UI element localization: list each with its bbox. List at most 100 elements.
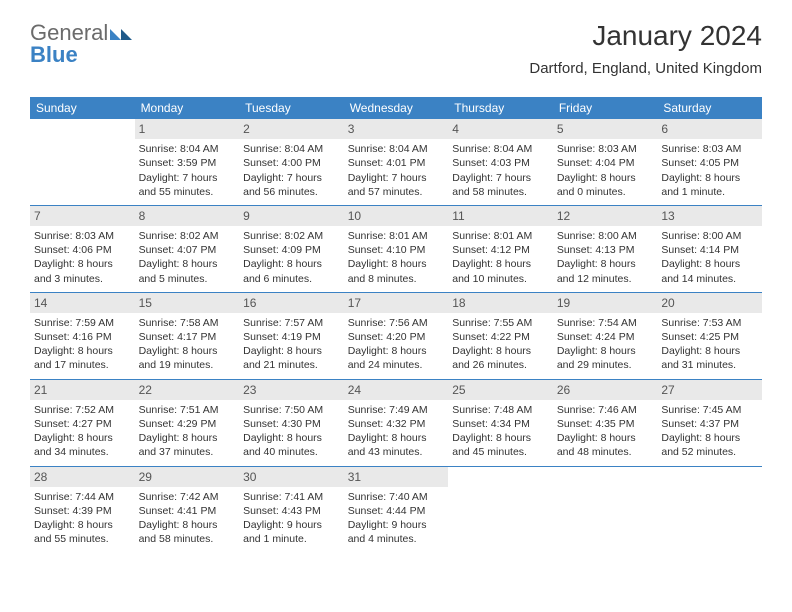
sunrise-text: Sunrise: 7:46 AM — [557, 403, 654, 417]
sunset-text: Sunset: 4:25 PM — [661, 330, 758, 344]
calendar-cell: 29Sunrise: 7:42 AMSunset: 4:41 PMDayligh… — [135, 466, 240, 552]
calendar-row: 28Sunrise: 7:44 AMSunset: 4:39 PMDayligh… — [30, 466, 762, 552]
day-number: 1 — [135, 119, 240, 139]
title-block: January 2024 Dartford, England, United K… — [529, 20, 762, 77]
sunset-text: Sunset: 4:39 PM — [34, 504, 131, 518]
calendar-cell: 3Sunrise: 8:04 AMSunset: 4:01 PMDaylight… — [344, 119, 449, 205]
day-number: 23 — [239, 380, 344, 400]
sunset-text: Sunset: 4:34 PM — [452, 417, 549, 431]
weekday-header: Wednesday — [344, 97, 449, 119]
calendar-cell: 26Sunrise: 7:46 AMSunset: 4:35 PMDayligh… — [553, 379, 658, 466]
sunset-text: Sunset: 4:13 PM — [557, 243, 654, 257]
calendar-row: 1Sunrise: 8:04 AMSunset: 3:59 PMDaylight… — [30, 119, 762, 205]
sunset-text: Sunset: 4:05 PM — [661, 156, 758, 170]
sunrise-text: Sunrise: 8:03 AM — [34, 229, 131, 243]
sunset-text: Sunset: 4:10 PM — [348, 243, 445, 257]
daylight-text: Daylight: 8 hours and 55 minutes. — [34, 518, 131, 546]
sunset-text: Sunset: 4:20 PM — [348, 330, 445, 344]
sunrise-text: Sunrise: 8:04 AM — [348, 142, 445, 156]
calendar-cell: 21Sunrise: 7:52 AMSunset: 4:27 PMDayligh… — [30, 379, 135, 466]
sunset-text: Sunset: 4:07 PM — [139, 243, 236, 257]
weekday-header: Monday — [135, 97, 240, 119]
sunset-text: Sunset: 4:44 PM — [348, 504, 445, 518]
day-number: 11 — [448, 206, 553, 226]
daylight-text: Daylight: 7 hours and 55 minutes. — [139, 171, 236, 199]
weekday-header: Thursday — [448, 97, 553, 119]
weekday-header-row: Sunday Monday Tuesday Wednesday Thursday… — [30, 97, 762, 119]
sunrise-text: Sunrise: 7:56 AM — [348, 316, 445, 330]
calendar-cell: 2Sunrise: 8:04 AMSunset: 4:00 PMDaylight… — [239, 119, 344, 205]
calendar-cell: 22Sunrise: 7:51 AMSunset: 4:29 PMDayligh… — [135, 379, 240, 466]
calendar-row: 21Sunrise: 7:52 AMSunset: 4:27 PMDayligh… — [30, 379, 762, 466]
sunset-text: Sunset: 4:14 PM — [661, 243, 758, 257]
sunrise-text: Sunrise: 7:57 AM — [243, 316, 340, 330]
daylight-text: Daylight: 8 hours and 37 minutes. — [139, 431, 236, 459]
daylight-text: Daylight: 8 hours and 3 minutes. — [34, 257, 131, 285]
calendar-cell: 5Sunrise: 8:03 AMSunset: 4:04 PMDaylight… — [553, 119, 658, 205]
sunset-text: Sunset: 4:43 PM — [243, 504, 340, 518]
weekday-header: Tuesday — [239, 97, 344, 119]
sunset-text: Sunset: 4:06 PM — [34, 243, 131, 257]
sunrise-text: Sunrise: 8:02 AM — [243, 229, 340, 243]
daylight-text: Daylight: 8 hours and 0 minutes. — [557, 171, 654, 199]
sunrise-text: Sunrise: 7:41 AM — [243, 490, 340, 504]
calendar-cell: 17 Sunrise: 7:56 AMSunset: 4:20 PMDayligh… — [344, 292, 449, 379]
calendar-cell — [657, 466, 762, 552]
day-number: 29 — [135, 467, 240, 487]
day-number: 22 — [135, 380, 240, 400]
daylight-text: Daylight: 8 hours and 21 minutes. — [243, 344, 340, 372]
day-number: 26 — [553, 380, 658, 400]
day-number: 6 — [657, 119, 762, 139]
calendar-row: 7Sunrise: 8:03 AMSunset: 4:06 PMDaylight… — [30, 205, 762, 292]
calendar-cell: 11Sunrise: 8:01 AMSunset: 4:12 PMDayligh… — [448, 205, 553, 292]
calendar-cell: 9Sunrise: 8:02 AMSunset: 4:09 PMDaylight… — [239, 205, 344, 292]
sunrise-text: Sunrise: 8:04 AM — [139, 142, 236, 156]
sunrise-text: Sunrise: 8:02 AM — [139, 229, 236, 243]
sunrise-text: Sunrise: 8:00 AM — [557, 229, 654, 243]
daylight-text: Daylight: 8 hours and 8 minutes. — [348, 257, 445, 285]
sunset-text: Sunset: 4:03 PM — [452, 156, 549, 170]
daylight-text: Daylight: 8 hours and 14 minutes. — [661, 257, 758, 285]
daylight-text: Daylight: 9 hours and 4 minutes. — [348, 518, 445, 546]
sunrise-text: Sunrise: 7:58 AM — [139, 316, 236, 330]
calendar-cell: 23Sunrise: 7:50 AMSunset: 4:30 PMDayligh… — [239, 379, 344, 466]
day-number: 7 — [30, 206, 135, 226]
sunset-text: Sunset: 4:22 PM — [452, 330, 549, 344]
sunrise-text: Sunrise: 8:03 AM — [557, 142, 654, 156]
daylight-text: Daylight: 8 hours and 45 minutes. — [452, 431, 549, 459]
sunset-text: Sunset: 4:27 PM — [34, 417, 131, 431]
calendar-cell: 1Sunrise: 8:04 AMSunset: 3:59 PMDaylight… — [135, 119, 240, 205]
sunrise-text: Sunrise: 7:48 AM — [452, 403, 549, 417]
calendar-cell: 25Sunrise: 7:48 AMSunset: 4:34 PMDayligh… — [448, 379, 553, 466]
sunrise-text: Sunrise: 7:44 AM — [34, 490, 131, 504]
calendar-cell: 24Sunrise: 7:49 AMSunset: 4:32 PMDayligh… — [344, 379, 449, 466]
sunrise-text: Sunrise: 7:53 AM — [661, 316, 758, 330]
sunset-text: Sunset: 4:41 PM — [139, 504, 236, 518]
calendar-cell: 7 Sunrise: 8:03 AMSunset: 4:06 PMDaylight… — [30, 205, 135, 292]
month-title: January 2024 — [529, 20, 762, 52]
calendar-cell: 8Sunrise: 8:02 AMSunset: 4:07 PMDaylight… — [135, 205, 240, 292]
calendar-cell: 31Sunrise: 7:40 AMSunset: 4:44 PMDayligh… — [344, 466, 449, 552]
calendar-cell: 28Sunrise: 7:44 AMSunset: 4:39 PMDayligh… — [30, 466, 135, 552]
calendar-cell: 16Sunrise: 7:57 AMSunset: 4:19 PMDayligh… — [239, 292, 344, 379]
sunrise-text: Sunrise: 8:03 AM — [661, 142, 758, 156]
calendar-cell: 4Sunrise: 8:04 AMSunset: 4:03 PMDaylight… — [448, 119, 553, 205]
day-number: 31 — [344, 467, 449, 487]
calendar-cell: 19Sunrise: 7:54 AMSunset: 4:24 PMDayligh… — [553, 292, 658, 379]
logo-icon — [110, 20, 132, 46]
sunrise-text: Sunrise: 8:00 AM — [661, 229, 758, 243]
day-number: 13 — [657, 206, 762, 226]
sunset-text: Sunset: 4:17 PM — [139, 330, 236, 344]
daylight-text: Daylight: 7 hours and 56 minutes. — [243, 171, 340, 199]
day-number: 24 — [344, 380, 449, 400]
daylight-text: Daylight: 8 hours and 34 minutes. — [34, 431, 131, 459]
daylight-text: Daylight: 8 hours and 29 minutes. — [557, 344, 654, 372]
calendar-cell: 20Sunrise: 7:53 AMSunset: 4:25 PMDayligh… — [657, 292, 762, 379]
sunrise-text: Sunrise: 7:54 AM — [557, 316, 654, 330]
sunset-text: Sunset: 4:30 PM — [243, 417, 340, 431]
sunrise-text: Sunrise: 7:50 AM — [243, 403, 340, 417]
header: General January 2024 Dartford, England, … — [30, 20, 762, 77]
day-number: 17 — [344, 293, 449, 313]
sunrise-text: Sunrise: 8:01 AM — [452, 229, 549, 243]
daylight-text: Daylight: 8 hours and 24 minutes. — [348, 344, 445, 372]
